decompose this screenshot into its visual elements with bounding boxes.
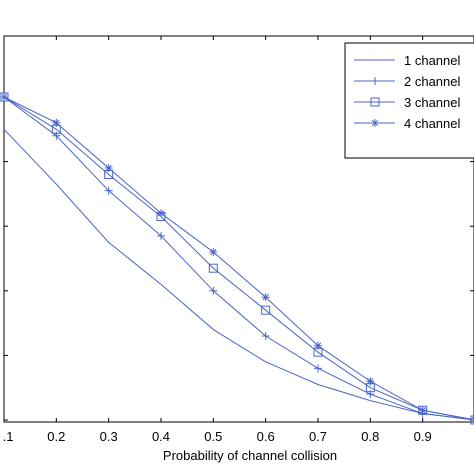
data-point — [104, 164, 113, 173]
legend: 1 channel 2 channel 3 channel 4 channel — [344, 42, 474, 159]
x-tick-label: 0.2 — [47, 429, 65, 444]
series-layer — [0, 92, 474, 425]
x-tick-label: 0.5 — [204, 429, 222, 444]
x-tick-label: 0.4 — [152, 429, 170, 444]
data-point — [314, 341, 322, 350]
x-tick-label: 0.3 — [100, 429, 118, 444]
legend-entry: 3 channel — [354, 95, 460, 110]
series-line — [3, 96, 474, 421]
legend-entry: 4 channel — [354, 116, 460, 131]
series-line — [3, 96, 474, 421]
x-axis-label: Probability of channel collision — [163, 448, 337, 463]
data-point — [366, 377, 375, 386]
series-line — [3, 96, 474, 421]
data-point — [208, 263, 218, 273]
x-tick-label: 0.7 — [309, 429, 327, 444]
series-1 — [3, 128, 474, 421]
x-tick-label: .1 — [3, 429, 14, 444]
x-tick-label: 0.9 — [414, 429, 432, 444]
data-point — [418, 406, 427, 415]
legend-box — [344, 42, 474, 159]
legend-entry: 1 channel — [354, 53, 460, 68]
legend-label: 2 channel — [404, 74, 460, 89]
data-point — [0, 93, 8, 101]
x-tick-label: 0.8 — [361, 429, 379, 444]
series-4 — [0, 93, 474, 424]
data-point — [261, 293, 270, 302]
legend-entry: 2 channel — [354, 74, 460, 89]
data-point — [52, 118, 61, 127]
data-point — [209, 248, 218, 257]
data-point — [370, 97, 380, 107]
data-point — [261, 305, 271, 315]
data-point — [371, 119, 379, 127]
data-point — [157, 209, 165, 218]
series-line — [3, 128, 474, 421]
legend-label: 3 channel — [404, 95, 460, 110]
legend-label: 4 channel — [404, 116, 460, 131]
x-tick-label: 0.6 — [257, 429, 275, 444]
x-ticks: .1 0.2 0.3 0.4 0.5 0.6 0.7 0.8 0.9 — [3, 36, 432, 444]
legend-label: 1 channel — [404, 53, 460, 68]
